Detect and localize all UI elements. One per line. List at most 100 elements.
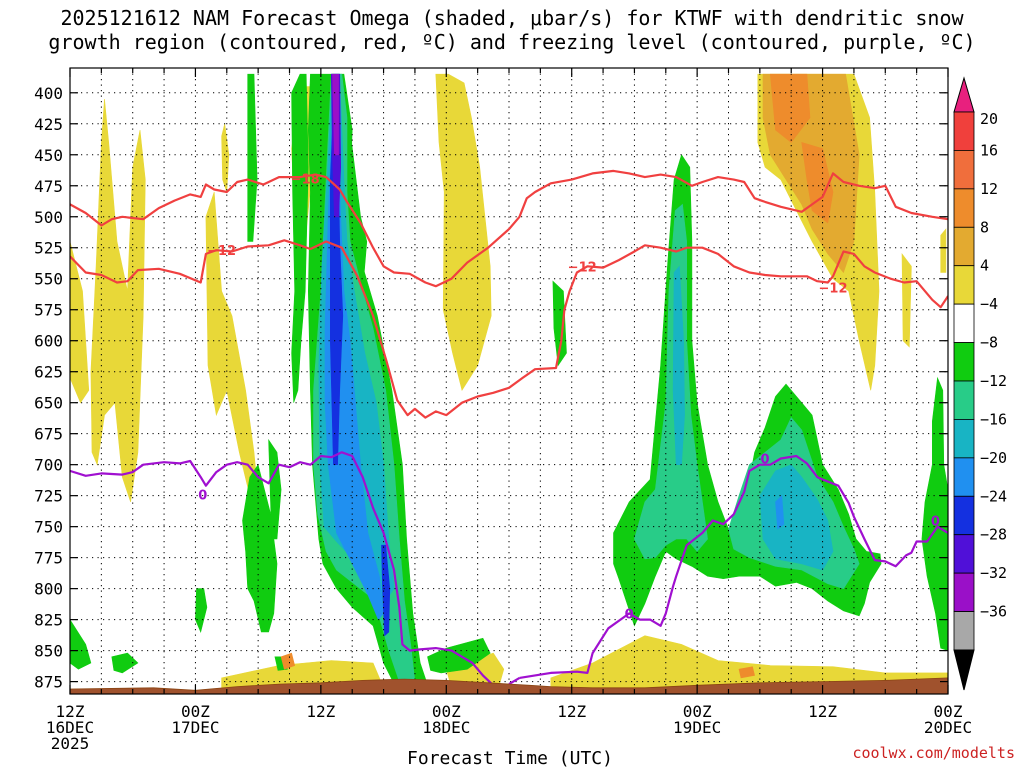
y-tick-label: 800 (34, 580, 63, 599)
x-tick-label: 00Z (934, 702, 963, 721)
colorbar-label: 16 (980, 141, 998, 159)
omega-region-26 (552, 280, 567, 367)
chart-title: 2025121612 NAM Forecast Omega (shaded, μ… (0, 6, 1024, 54)
contours: −18 −12 −12 −12 0 0 0 0 (70, 169, 948, 687)
omega-region-42 (738, 666, 755, 679)
colorbar-bin (953, 342, 975, 382)
colorbar-bin (953, 150, 975, 190)
colorbar-bin (953, 188, 975, 228)
x-tick-label: 16DEC (46, 718, 94, 737)
x-axis-label: Forecast Time (UTC) (407, 748, 613, 768)
y-tick-label: 450 (34, 146, 63, 165)
omega-region-14 (801, 141, 834, 224)
y-tick-label: 825 (34, 611, 63, 630)
omega-region-3 (221, 123, 230, 193)
contour-label: −12 (568, 260, 597, 275)
y-tick-label: 750 (34, 518, 63, 537)
contour-line (519, 454, 948, 679)
x-tick-label: 2025 (51, 734, 90, 753)
omega-region-33 (672, 265, 685, 466)
omega-region-7 (901, 252, 912, 348)
y-tick-label: 700 (34, 456, 63, 475)
colorbar-bin (953, 495, 975, 536)
colorbar-bin (953, 457, 975, 497)
y-tick-label: 400 (34, 84, 63, 103)
omega-region-23 (111, 652, 139, 674)
colorbar-bin (953, 380, 975, 420)
y-tick-label: 550 (34, 270, 63, 289)
omega-region-22 (70, 619, 92, 670)
contour-label: 0 (198, 488, 207, 503)
contour-label: −12 (819, 281, 848, 296)
omega-region-0 (90, 98, 146, 502)
colorbar-label: 4 (980, 257, 989, 275)
x-tick-label: 18DEC (422, 718, 470, 737)
colorbar-label: −28 (980, 526, 1007, 544)
x-tick-label: 00Z (683, 702, 712, 721)
contour-line (70, 451, 495, 687)
colorbar-label: 8 (980, 218, 989, 236)
colorbar: 20 16 12 8 4 −4 −8 −12 −16 −20 −24 −28 −32 −36 (953, 76, 1007, 691)
y-tick-label: 625 (34, 363, 63, 382)
colorbar-label: −12 (980, 372, 1007, 390)
credit-link[interactable]: coolwx.com/modelts (852, 744, 1015, 762)
y-axis: 400 425 450 475 500 525 550 575 600 625 650 675 700 7… (34, 84, 948, 692)
colorbar-bin (953, 265, 975, 305)
chart-title-line2: growth region (contoured, red, ºC) and f… (48, 30, 976, 54)
colorbar-label: 12 (980, 180, 998, 198)
contour-label: 0 (931, 514, 940, 529)
omega-region-1 (70, 241, 90, 404)
y-tick-label: 500 (34, 208, 63, 227)
colorbar-label: 20 (980, 110, 998, 128)
omega-region-34 (759, 464, 834, 571)
omega-region-36 (775, 495, 785, 530)
omega-region-38 (381, 544, 391, 637)
omega-region-13 (769, 73, 811, 143)
colorbar-label: −32 (980, 564, 1007, 582)
omega-region-8 (940, 228, 947, 273)
contour-label: −12 (207, 244, 236, 259)
omega-region-5 (435, 73, 492, 392)
omega-region-15 (247, 73, 258, 242)
contour-label: 0 (625, 607, 634, 622)
omega-region-40 (332, 73, 339, 156)
x-tick-label: 20DEC (924, 718, 972, 737)
omega-region-19 (242, 463, 278, 633)
x-tick-label: 17DEC (171, 718, 219, 737)
colorbar-label: −24 (980, 487, 1007, 505)
colorbar-bin (953, 111, 975, 151)
colorbar-bin (953, 534, 975, 574)
contour-label: −18 (291, 172, 320, 187)
x-tick-label: 19DEC (673, 718, 721, 737)
chart-title-line1: 2025121612 NAM Forecast Omega (shaded, μ… (60, 6, 964, 30)
x-tick-label: 12Z (808, 702, 837, 721)
y-tick-label: 875 (34, 673, 63, 692)
omega-region-30 (634, 203, 708, 560)
colorbar-cap-top (953, 76, 975, 113)
colorbar-label: −16 (980, 410, 1007, 428)
contour-line (508, 676, 521, 686)
colorbar-bin (953, 572, 975, 612)
omega-region-21 (195, 588, 208, 633)
colorbar-bin (953, 303, 975, 343)
colorbar-cap-bottom (953, 649, 975, 691)
x-tick-label: 12Z (557, 702, 586, 721)
y-tick-label: 575 (34, 301, 63, 320)
y-tick-label: 725 (34, 487, 63, 506)
contour-label: 0 (761, 452, 770, 467)
y-tick-label: 525 (34, 239, 63, 258)
colorbar-bin (953, 419, 975, 459)
colorbar-bin (953, 611, 975, 651)
omega-region-16 (291, 73, 309, 403)
contour-line (70, 169, 948, 288)
colorbar-label: −36 (980, 603, 1007, 621)
y-tick-label: 425 (34, 115, 63, 134)
colorbar-label: −8 (980, 334, 998, 352)
colorbar-label: −20 (980, 449, 1007, 467)
contour-line (70, 239, 948, 419)
x-tick-label: 00Z (432, 702, 461, 721)
y-tick-label: 850 (34, 642, 63, 661)
gridlines (70, 68, 948, 694)
